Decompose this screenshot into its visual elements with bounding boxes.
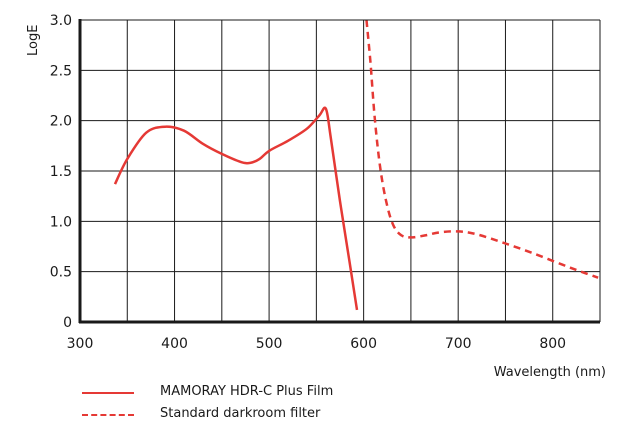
y-tick-label: 1.5 — [50, 164, 72, 180]
legend-swatch-dashed — [82, 414, 134, 416]
axes-frame — [78, 19, 601, 324]
y-tick-label: 0 — [63, 315, 72, 331]
x-tick-label: 600 — [350, 336, 377, 352]
legend-item-film: MAMORAY HDR-C Plus Film — [82, 384, 482, 406]
legend-item-filter: Standard darkroom filter — [82, 406, 482, 428]
x-tick-label: 500 — [256, 336, 283, 352]
x-tick-label: 300 — [67, 336, 94, 352]
series-line-film — [113, 106, 359, 311]
grid — [80, 20, 600, 322]
y-tick-label: 2.0 — [50, 114, 72, 130]
x-tick-label: 700 — [445, 336, 472, 352]
x-axis-label: Wavelength (nm) — [494, 365, 606, 380]
legend: MAMORAY HDR-C Plus Film Standard darkroo… — [82, 384, 482, 428]
series-layer — [113, 19, 599, 311]
y-tick-label: 3.0 — [50, 13, 72, 29]
legend-label-film: MAMORAY HDR-C Plus Film — [160, 384, 334, 399]
y-tick-label: 2.5 — [50, 63, 72, 79]
x-tick-label: 400 — [161, 336, 188, 352]
legend-label-filter: Standard darkroom filter — [160, 406, 321, 421]
tick-labels: 300 400 500 600 700 800 0 0.5 1.0 1.5 2.0 2.5 3.0 — [50, 13, 566, 352]
series-line-filter — [365, 19, 599, 279]
x-tick-label: 800 — [539, 336, 566, 352]
legend-swatch-solid — [82, 392, 134, 394]
y-axis-label: LogE — [26, 25, 41, 56]
y-tick-label: 1.0 — [50, 214, 72, 230]
y-tick-label: 0.5 — [50, 265, 72, 281]
